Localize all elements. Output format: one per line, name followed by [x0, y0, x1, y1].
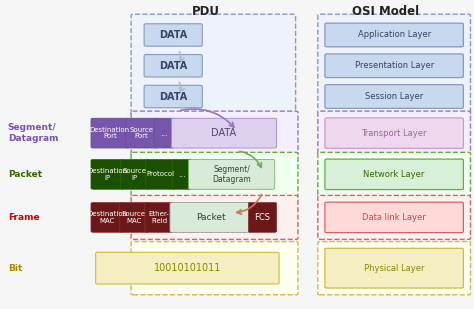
FancyBboxPatch shape	[96, 252, 279, 284]
FancyBboxPatch shape	[126, 118, 157, 148]
FancyBboxPatch shape	[325, 248, 464, 288]
FancyBboxPatch shape	[91, 159, 124, 189]
Text: Source
Port: Source Port	[129, 127, 154, 139]
Text: Frame: Frame	[8, 213, 39, 222]
Text: Source
MAC: Source MAC	[122, 211, 146, 224]
FancyBboxPatch shape	[318, 195, 471, 239]
FancyBboxPatch shape	[144, 85, 202, 108]
Text: FCS: FCS	[255, 213, 271, 222]
FancyBboxPatch shape	[145, 202, 173, 232]
Text: Segment/
Datagram: Segment/ Datagram	[212, 165, 251, 184]
FancyBboxPatch shape	[325, 85, 464, 108]
FancyBboxPatch shape	[325, 54, 464, 78]
Text: Bit: Bit	[8, 264, 22, 273]
Text: Source
IP: Source IP	[123, 168, 147, 180]
FancyBboxPatch shape	[248, 202, 277, 232]
Text: Transport Layer: Transport Layer	[361, 129, 427, 138]
Text: ...: ...	[178, 170, 186, 179]
FancyBboxPatch shape	[121, 159, 149, 189]
FancyBboxPatch shape	[325, 118, 464, 148]
FancyBboxPatch shape	[146, 159, 175, 189]
Text: OSI Model: OSI Model	[352, 5, 419, 18]
FancyBboxPatch shape	[318, 152, 471, 196]
Text: 10010101011: 10010101011	[154, 263, 221, 273]
FancyBboxPatch shape	[172, 159, 191, 189]
FancyBboxPatch shape	[144, 54, 202, 77]
FancyBboxPatch shape	[91, 118, 129, 148]
FancyBboxPatch shape	[188, 159, 275, 189]
Text: Data link Layer: Data link Layer	[362, 213, 426, 222]
Text: PDU: PDU	[192, 5, 220, 18]
Text: DATA: DATA	[159, 91, 187, 102]
FancyBboxPatch shape	[318, 14, 471, 117]
Text: Protocol: Protocol	[146, 171, 175, 177]
FancyBboxPatch shape	[131, 195, 298, 239]
FancyBboxPatch shape	[131, 152, 298, 196]
FancyBboxPatch shape	[131, 242, 298, 295]
Text: Session Layer: Session Layer	[365, 92, 423, 101]
Text: Presentation Layer: Presentation Layer	[355, 61, 434, 70]
Text: Destination
MAC: Destination MAC	[87, 211, 127, 224]
Text: Network Layer: Network Layer	[364, 170, 425, 179]
Text: ...: ...	[161, 129, 168, 138]
Text: Application Layer: Application Layer	[357, 31, 431, 40]
FancyBboxPatch shape	[318, 111, 471, 155]
Text: DATA: DATA	[159, 61, 187, 71]
FancyBboxPatch shape	[131, 111, 298, 155]
Text: DATA: DATA	[159, 30, 187, 40]
FancyBboxPatch shape	[325, 159, 464, 189]
Text: Destination
IP: Destination IP	[87, 168, 128, 180]
FancyBboxPatch shape	[131, 14, 296, 117]
FancyBboxPatch shape	[325, 23, 464, 47]
Text: Ether-
Field: Ether- Field	[149, 211, 169, 224]
Text: Physical Layer: Physical Layer	[364, 264, 424, 273]
FancyBboxPatch shape	[155, 118, 174, 148]
FancyBboxPatch shape	[144, 24, 202, 46]
Text: DATA: DATA	[211, 128, 237, 138]
FancyBboxPatch shape	[171, 118, 277, 148]
FancyBboxPatch shape	[318, 242, 471, 295]
Text: Segment/
Datagram: Segment/ Datagram	[8, 123, 58, 143]
Text: Destination
Port: Destination Port	[90, 127, 130, 139]
Text: Packet: Packet	[196, 213, 226, 222]
Text: Packet: Packet	[8, 170, 42, 179]
FancyBboxPatch shape	[325, 202, 464, 233]
FancyBboxPatch shape	[170, 202, 252, 232]
FancyBboxPatch shape	[91, 202, 123, 232]
FancyBboxPatch shape	[120, 202, 148, 232]
